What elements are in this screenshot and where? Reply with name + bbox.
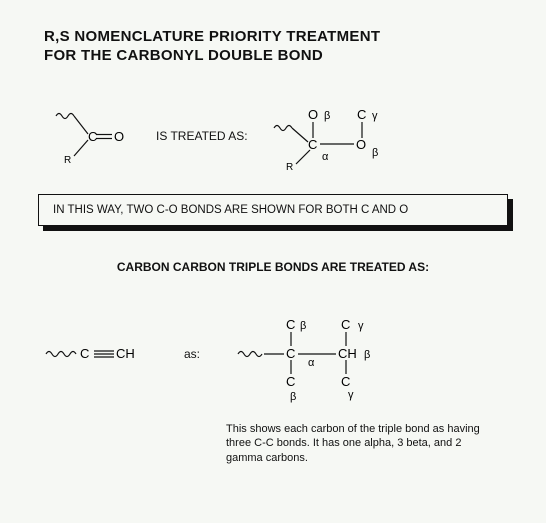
footnote-text: This shows each carbon of the triple bon… <box>226 422 490 467</box>
atom-o-right: O <box>356 137 366 152</box>
atom-c-alpha2: C <box>286 346 295 361</box>
carbonyl-row: C O R IS TREATED AS: C O O C R <box>54 100 510 172</box>
treated-as-label: IS TREATED AS: <box>156 129 248 143</box>
atom-c-gamma: C <box>357 107 366 122</box>
atom-ch-beta: CH <box>338 346 357 361</box>
explanation-box: IN THIS WAY, TWO C-O BONDS ARE SHOWN FOR… <box>38 194 508 226</box>
atom-c-dn2: C <box>341 374 350 389</box>
atom-c-up2: C <box>341 317 350 332</box>
carbonyl-left-diagram: C O R <box>54 106 132 166</box>
triple-right-diagram: C CH C C C C α β β β γ γ <box>236 304 416 404</box>
atom-r: R <box>64 155 71 166</box>
greek-gamma: γ <box>372 110 378 122</box>
carbonyl-right-diagram: C O O C R α β β γ <box>272 100 422 172</box>
page-title: R,S NOMENCLATURE PRIORITY TREATMENT FOR … <box>44 28 510 66</box>
atom-c: C <box>88 129 97 144</box>
atom-c-alpha: C <box>308 137 317 152</box>
atom-c-left: C <box>80 346 89 361</box>
greek-beta-dn1: β <box>290 391 296 403</box>
triple-left-diagram: C CH <box>44 341 148 367</box>
greek-beta-up1: β <box>300 320 306 332</box>
atom-c-dn1: C <box>286 374 295 389</box>
atom-ch-left: CH <box>116 346 135 361</box>
atom-r2: R <box>286 162 293 172</box>
atom-o-top: O <box>308 107 318 122</box>
greek-alpha2: α <box>308 357 315 369</box>
greek-gamma-dn2: γ <box>348 389 354 401</box>
greek-gamma-up2: γ <box>358 320 364 332</box>
title-line-1: R,S NOMENCLATURE PRIORITY TREATMENT <box>44 28 380 45</box>
greek-beta1: β <box>324 110 330 122</box>
greek-alpha: α <box>322 151 329 163</box>
atom-o: O <box>114 129 124 144</box>
greek-beta2: β <box>372 147 378 159</box>
as-label: as: <box>184 347 200 361</box>
title-line-2: FOR THE CARBONYL DOUBLE BOND <box>44 47 323 64</box>
greek-beta-right: β <box>364 349 370 361</box>
triple-bond-row: C CH as: C CH C C C C <box>44 304 510 404</box>
atom-c-up1: C <box>286 317 295 332</box>
subheading: CARBON CARBON TRIPLE BONDS ARE TREATED A… <box>36 260 510 274</box>
